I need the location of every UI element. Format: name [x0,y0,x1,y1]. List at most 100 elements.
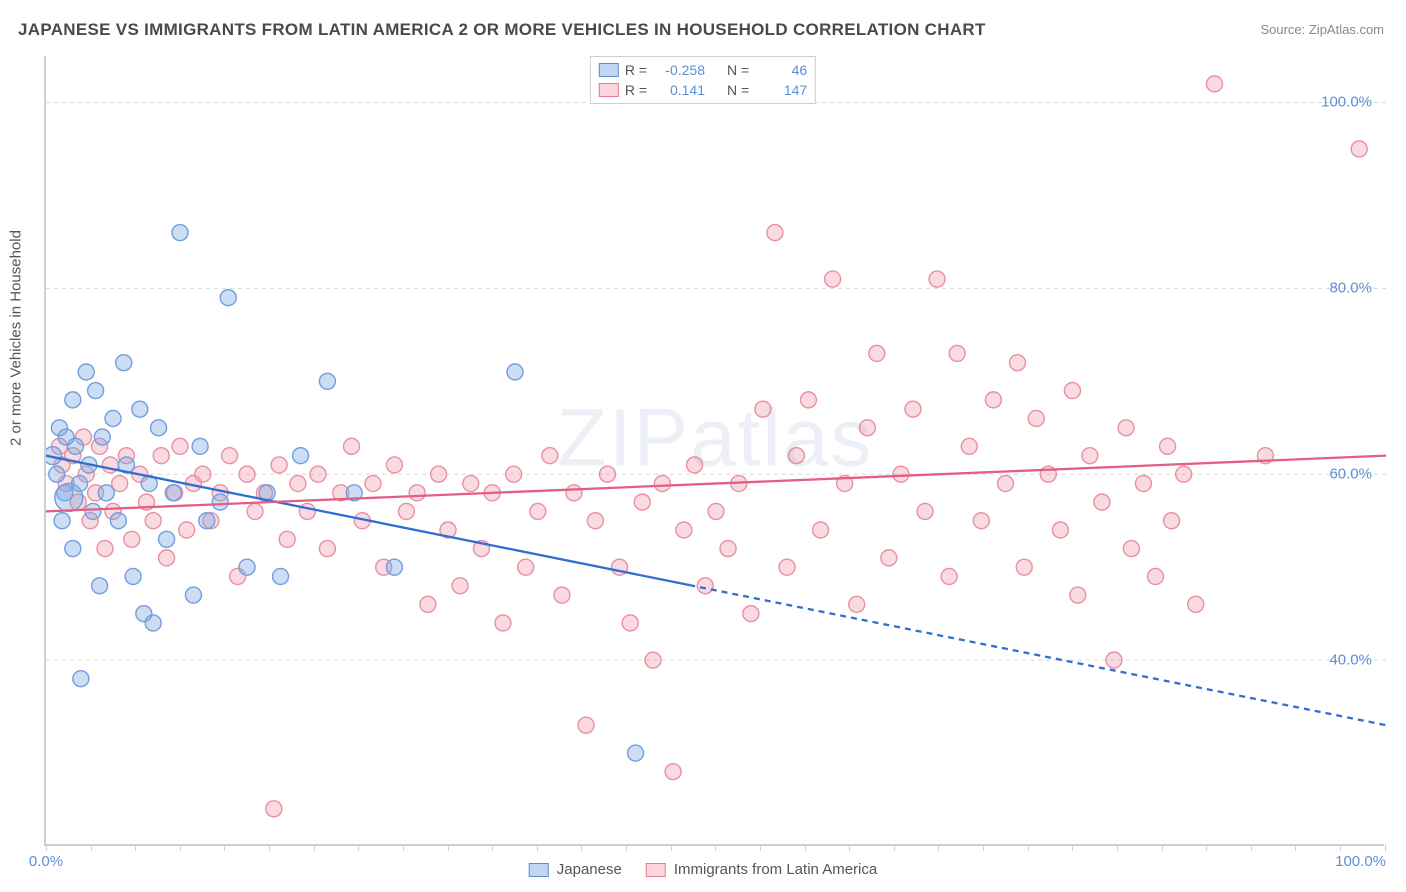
scatter-point [1094,494,1110,510]
legend-row: R = 0.141 N = 147 [599,80,807,100]
legend-series: Japanese Immigrants from Latin America [529,861,877,878]
scatter-point [72,476,88,492]
scatter-point [687,457,703,473]
legend-r-label: R = [625,80,647,100]
scatter-point [266,801,282,817]
scatter-point [578,717,594,733]
scatter-point [386,559,402,575]
x-tick-label: 100.0% [1335,853,1386,870]
scatter-point [116,355,132,371]
scatter-point [1064,383,1080,399]
scatter-point [153,448,169,464]
scatter-point [199,513,215,529]
legend-n-value: 46 [755,60,807,80]
scatter-point [622,615,638,631]
swatch-pink [646,863,666,877]
scatter-point [409,485,425,501]
scatter-point [1118,420,1134,436]
scatter-point [941,568,957,584]
scatter-point [290,476,306,492]
scatter-point [98,485,114,501]
scatter-point [1351,141,1367,157]
y-axis-label: 2 or more Vehicles in Household [8,230,25,446]
scatter-point [151,420,167,436]
scatter-point [859,420,875,436]
scatter-point [344,438,360,454]
scatter-point [645,652,661,668]
scatter-point [172,225,188,241]
scatter-point [65,541,81,557]
scatter-point [222,448,238,464]
scatter-point [755,401,771,417]
scatter-point [293,448,309,464]
scatter-point [452,578,468,594]
scatter-point [1188,596,1204,612]
scatter-point [185,587,201,603]
scatter-point [708,503,724,519]
swatch-pink [599,83,619,97]
swatch-blue [599,63,619,77]
scatter-point [665,764,681,780]
scatter-point [985,392,1001,408]
legend-label: Japanese [557,861,622,878]
scatter-point [905,401,921,417]
scatter-point [779,559,795,575]
chart-source: Source: ZipAtlas.com [1260,22,1384,37]
legend-item: Immigrants from Latin America [646,861,877,878]
y-tick-label: 100.0% [1321,94,1372,111]
legend-row: R = -0.258 N = 46 [599,60,807,80]
scatter-point [310,466,326,482]
scatter-point [949,345,965,361]
scatter-point [929,271,945,287]
scatter-point [518,559,534,575]
scatter-point [495,615,511,631]
scatter-point [1052,522,1068,538]
plot-svg [46,56,1386,846]
scatter-point [124,531,140,547]
scatter-point [961,438,977,454]
scatter-point [365,476,381,492]
scatter-point [319,373,335,389]
scatter-point [599,466,615,482]
scatter-point [159,550,175,566]
legend-label: Immigrants from Latin America [674,861,877,878]
legend-r-value: 0.141 [653,80,705,100]
scatter-point [172,438,188,454]
scatter-point [319,541,335,557]
scatter-point [67,438,83,454]
legend-n-value: 147 [755,80,807,100]
scatter-point [1123,541,1139,557]
scatter-point [813,522,829,538]
x-tick-label: 0.0% [29,853,63,870]
scatter-point [767,225,783,241]
scatter-point [634,494,650,510]
plot-area: 40.0%60.0%80.0%100.0% 0.0%100.0% ZIPatla… [44,56,1384,846]
scatter-point [159,531,175,547]
scatter-point [463,476,479,492]
scatter-point [97,541,113,557]
scatter-point [554,587,570,603]
scatter-point [145,513,161,529]
y-tick-label: 40.0% [1329,652,1372,669]
scatter-point [212,494,228,510]
legend-r-value: -0.258 [653,60,705,80]
scatter-point [566,485,582,501]
scatter-point [997,476,1013,492]
swatch-blue [529,863,549,877]
scatter-point [73,671,89,687]
scatter-point [125,568,141,584]
scatter-point [273,568,289,584]
scatter-point [192,438,208,454]
legend-n-label: N = [727,80,749,100]
scatter-point [720,541,736,557]
scatter-point [697,578,713,594]
scatter-point [247,503,263,519]
scatter-point [92,578,108,594]
scatter-point [1135,476,1151,492]
scatter-point [893,466,909,482]
scatter-point [195,466,211,482]
scatter-point [542,448,558,464]
scatter-point [587,513,603,529]
scatter-point [788,448,804,464]
scatter-point [239,466,255,482]
